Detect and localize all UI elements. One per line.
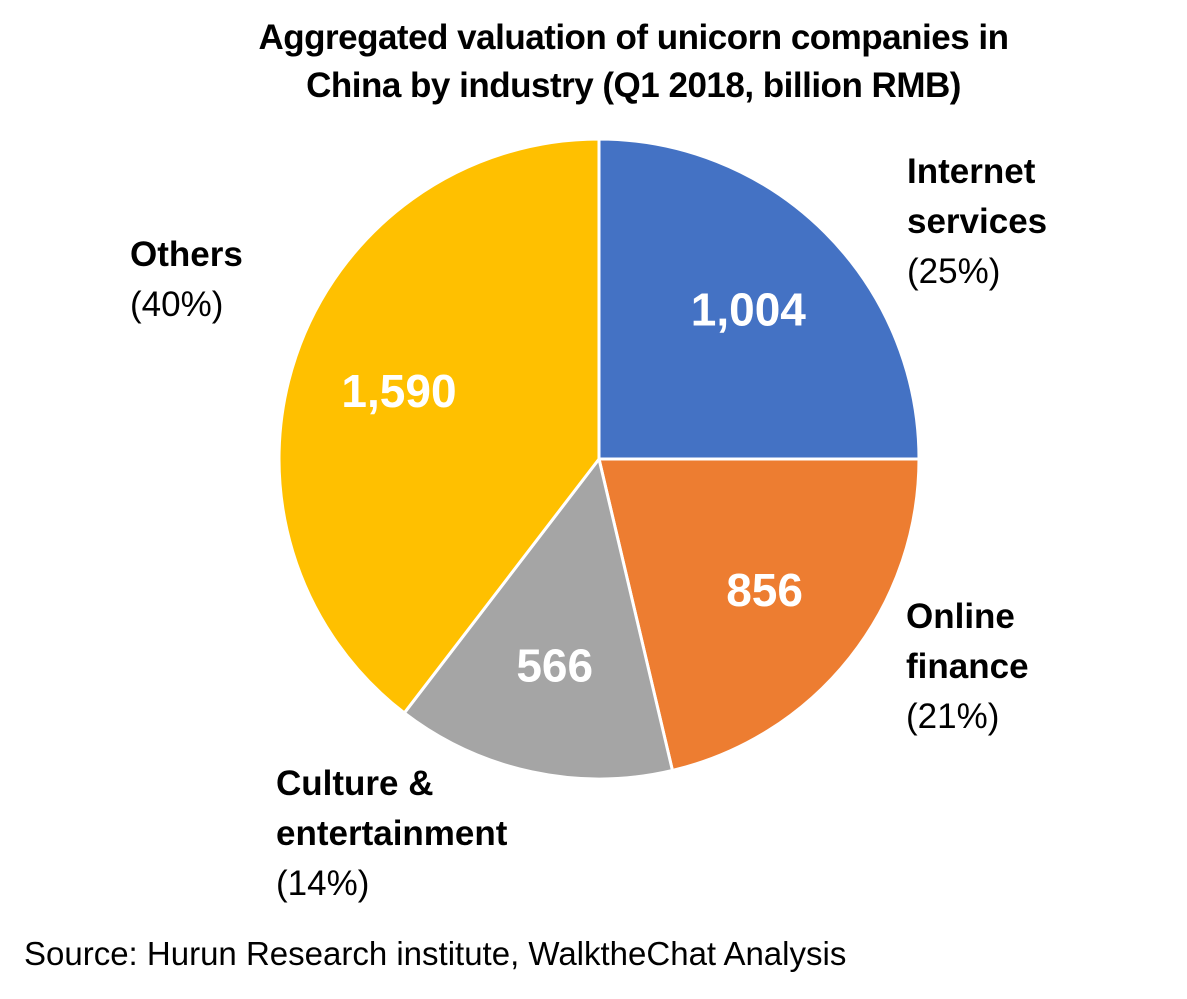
pie-value-labels: 1,004 856 566 1,590 — [341, 284, 806, 692]
slice-name-culture-entertainment-line-2: entertainment — [276, 814, 508, 853]
slice-label-internet-services: Internet services (25%) — [907, 147, 1047, 297]
slice-name-online-finance-line-1: Online — [906, 597, 1015, 636]
slice-name-internet-services-line-2: services — [907, 202, 1048, 241]
slice-percent-internet-services: (25%) — [907, 252, 1001, 291]
chart-title: Aggregated valuation of unicorn companie… — [0, 14, 1187, 110]
slice-label-others: Others (40%) — [130, 230, 243, 330]
pie-value-label-1: 856 — [726, 564, 803, 616]
pie-slices — [277, 137, 921, 781]
slice-name-others-line-1: Others — [130, 235, 243, 274]
chart-title-line-2: China by industry (Q1 2018, billion RMB) — [306, 66, 961, 105]
pie-slice-0 — [597, 137, 921, 461]
slice-percent-online-finance: (21%) — [906, 697, 1000, 736]
pie-value-label-0: 1,004 — [691, 284, 807, 336]
slice-label-culture-entertainment: Culture & entertainment (14%) — [276, 759, 507, 909]
chart-title-line-1: Aggregated valuation of unicorn companie… — [258, 18, 1009, 57]
pie-slice-1 — [597, 457, 921, 772]
slice-name-culture-entertainment-line-1: Culture & — [276, 764, 434, 803]
pie-value-label-3: 1,590 — [341, 365, 456, 417]
slice-name-online-finance-line-2: finance — [906, 647, 1029, 686]
pie-slice-3 — [277, 137, 601, 715]
slice-label-online-finance: Online finance (21%) — [906, 592, 1029, 742]
source-note: Source: Hurun Research institute, Walkth… — [24, 935, 847, 972]
slice-name-internet-services-line-1: Internet — [907, 152, 1036, 191]
slice-percent-culture-entertainment: (14%) — [276, 864, 370, 903]
pie-value-label-2: 566 — [516, 640, 593, 692]
slice-percent-others: (40%) — [130, 285, 224, 324]
pie-slice-2 — [402, 457, 674, 781]
